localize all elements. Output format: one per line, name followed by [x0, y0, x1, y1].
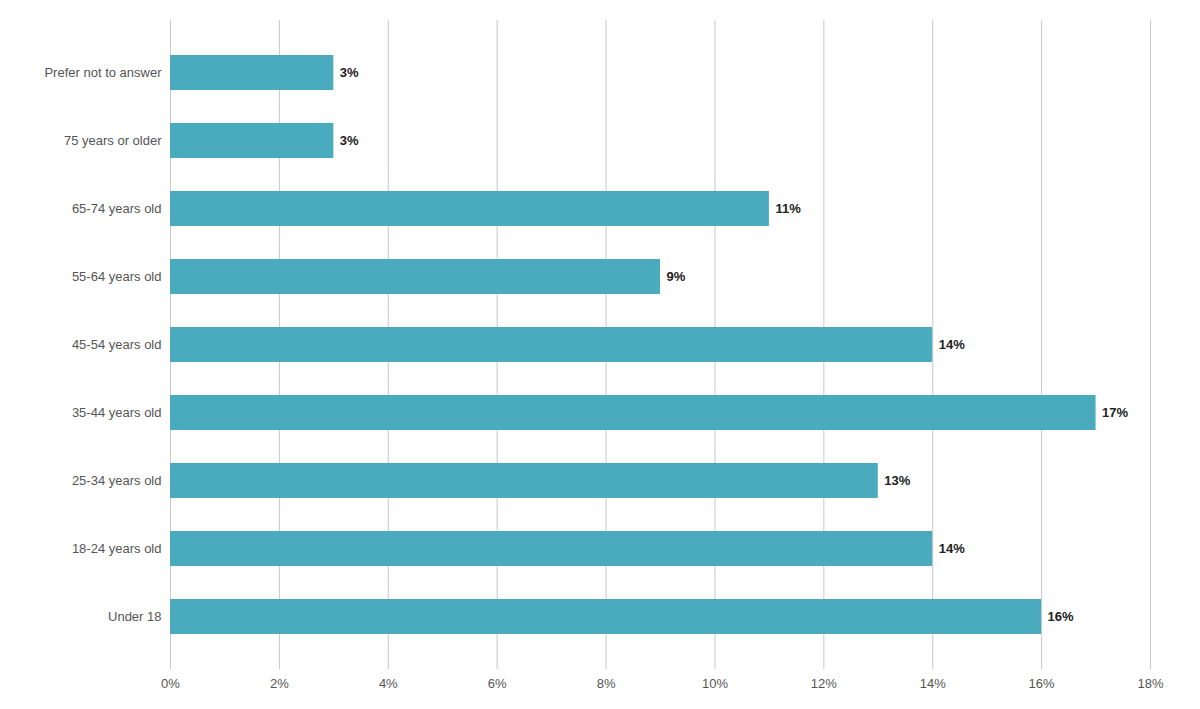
svg-text:3%: 3% — [340, 65, 359, 80]
svg-text:4%: 4% — [379, 676, 398, 691]
svg-text:10%: 10% — [702, 676, 728, 691]
svg-text:16%: 16% — [1048, 609, 1074, 624]
svg-text:14%: 14% — [939, 337, 965, 352]
svg-text:14%: 14% — [939, 541, 965, 556]
svg-text:25-34 years old: 25-34 years old — [72, 473, 162, 488]
svg-text:Prefer not to answer: Prefer not to answer — [44, 65, 162, 80]
svg-text:45-54 years old: 45-54 years old — [72, 337, 162, 352]
svg-text:3%: 3% — [340, 133, 359, 148]
svg-text:35-44 years old: 35-44 years old — [72, 405, 162, 420]
svg-text:18%: 18% — [1137, 676, 1163, 691]
svg-text:14%: 14% — [920, 676, 946, 691]
svg-text:75 years or older: 75 years or older — [64, 133, 162, 148]
svg-text:0%: 0% — [161, 676, 180, 691]
svg-text:17%: 17% — [1102, 405, 1128, 420]
svg-text:55-64 years old: 55-64 years old — [72, 269, 162, 284]
svg-text:6%: 6% — [488, 676, 507, 691]
svg-text:18-24 years old: 18-24 years old — [72, 541, 162, 556]
svg-text:11%: 11% — [775, 201, 801, 216]
svg-text:9%: 9% — [667, 269, 686, 284]
svg-text:8%: 8% — [597, 676, 616, 691]
svg-text:16%: 16% — [1029, 676, 1055, 691]
svg-text:2%: 2% — [270, 676, 289, 691]
svg-text:65-74 years old: 65-74 years old — [72, 201, 162, 216]
svg-text:Under 18: Under 18 — [108, 609, 161, 624]
svg-text:13%: 13% — [884, 473, 910, 488]
svg-text:12%: 12% — [811, 676, 837, 691]
